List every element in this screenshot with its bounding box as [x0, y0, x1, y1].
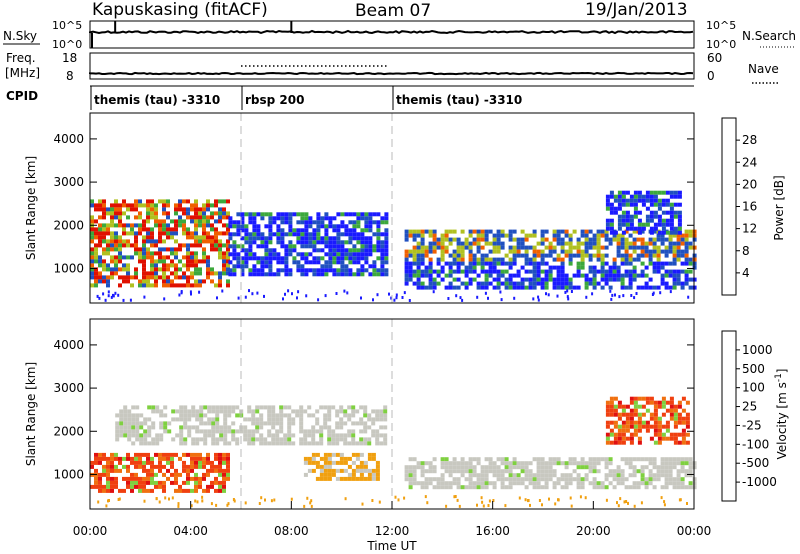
power-colorbar-tick-3: 16: [742, 200, 757, 214]
freq-tick-top: 18: [62, 51, 77, 65]
cpid-segment-0: themis (tau) -3310: [94, 93, 220, 107]
nsky-label: N.Sky: [3, 29, 37, 43]
nsky-tick-top: 10^5: [52, 19, 82, 32]
nsky-trace: [89, 29, 694, 35]
power-ytick-2: 3000: [53, 175, 84, 189]
noise-scatter: [97, 495, 688, 508]
velocity-colorbar-label: Velocity [m s-1]: [774, 369, 789, 460]
time-tick-2: 08:00: [274, 524, 309, 538]
heat-region-0: [90, 199, 230, 288]
velocity-ylabel: Slant Range [km]: [24, 362, 38, 466]
date-label: 19/Jan/2013: [585, 0, 688, 20]
time-tick-1: 04:00: [173, 524, 208, 538]
nsearch-label: N.Search: [742, 29, 796, 43]
power-ylabel: Slant Range [km]: [24, 156, 38, 260]
power-colorbar: 4 8 12 16 20 24 28: [721, 117, 757, 296]
velocity-colorbar-tick-0: 1000: [742, 343, 773, 357]
heat-region-1: [228, 212, 389, 277]
power-ytick-1: 2000: [53, 218, 84, 232]
heat-region-3: [404, 457, 697, 490]
heat-region-2: [303, 452, 380, 481]
velocity-colorbar-tick-5: -100: [742, 437, 769, 451]
cpid-row: CPID themis (tau) -3310 rbsp 200 themis (t…: [6, 85, 694, 110]
noise-scatter: [96, 289, 690, 302]
heat-region-2: [404, 229, 697, 290]
nave-label: Nave: [748, 62, 779, 76]
freq-trace: [89, 71, 694, 76]
velocity-colorbar-tick-1: 500: [742, 362, 765, 376]
heat-region-4: [605, 396, 690, 445]
power-colorbar-tick-1: 8: [742, 244, 750, 258]
power-ytick-0: 1000: [53, 261, 84, 275]
nsky-panel: N.Sky 10^5 10^0 10^5 10^0 N.Search: [3, 19, 796, 51]
power-colorbar-label: Power [dB]: [772, 175, 786, 240]
time-tick-3: 12:00: [375, 524, 410, 538]
power-ytick-3: 4000: [53, 132, 84, 146]
velocity-colorbar-tick-4: -25: [742, 418, 762, 432]
heat-region-0: [90, 452, 230, 493]
power-heatmap: [90, 190, 697, 302]
cpid-label: CPID: [6, 89, 38, 103]
power-colorbar-tick-0: 4: [742, 266, 750, 280]
heat-region-3: [605, 190, 682, 235]
nsearch-tick-top: 10^5: [706, 19, 736, 32]
heat-region-1: [115, 405, 388, 446]
time-tick-5: 20:00: [576, 524, 611, 538]
velocity-ytick-3: 4000: [53, 338, 84, 352]
power-colorbar-tick-2: 12: [742, 222, 757, 236]
freq-panel: Freq. [MHz] 18 8 60 0 Nave: [5, 51, 780, 84]
cpid-segment-1: rbsp 200: [245, 93, 304, 107]
velocity-colorbar-tick-3: 25: [742, 400, 757, 414]
nsearch-tick-bottom: 10^0: [706, 38, 736, 51]
velocity-colorbar-tick-7: -1000: [742, 475, 777, 489]
velocity-colorbar-tick-2: 100: [742, 381, 765, 395]
freq-unit: [MHz]: [5, 66, 40, 80]
velocity-colorbar: 1000 500 100 25 -25 -100 -500 -1000: [721, 330, 777, 502]
velocity-colorbar-tick-6: -500: [742, 456, 769, 470]
time-tick-0: 00:00: [73, 524, 108, 538]
power-colorbar-tick-4: 20: [742, 177, 757, 191]
velocity-heatmap: [90, 396, 697, 508]
station-title: Kapuskasing (fitACF): [92, 0, 268, 20]
nave-tick-top: 60: [707, 51, 722, 65]
time-tick-4: 16:00: [475, 524, 510, 538]
nsky-tick-bottom: 10^0: [52, 38, 82, 51]
velocity-ytick-0: 1000: [53, 467, 84, 481]
cpid-segment-2: themis (tau) -3310: [396, 93, 522, 107]
freq-tick-bottom: 8: [66, 69, 74, 83]
time-tick-6: 00:00: [677, 524, 712, 538]
beam-label: Beam 07: [355, 1, 431, 21]
velocity-ytick-1: 2000: [53, 424, 84, 438]
power-panel: 1000 2000 3000 4000 Slant Range [km] 4 8 12 16…: [24, 112, 786, 304]
power-colorbar-tick-5: 24: [742, 155, 757, 169]
nave-tick-bottom: 0: [707, 69, 715, 83]
power-colorbar-tick-6: 28: [742, 133, 757, 147]
time-axis-label: Time UT: [366, 539, 417, 553]
velocity-ytick-2: 3000: [53, 381, 84, 395]
freq-label: Freq.: [6, 51, 36, 65]
velocity-panel: 1000 2000 3000 4000 Slant Range [km] 1000 50…: [24, 318, 789, 553]
